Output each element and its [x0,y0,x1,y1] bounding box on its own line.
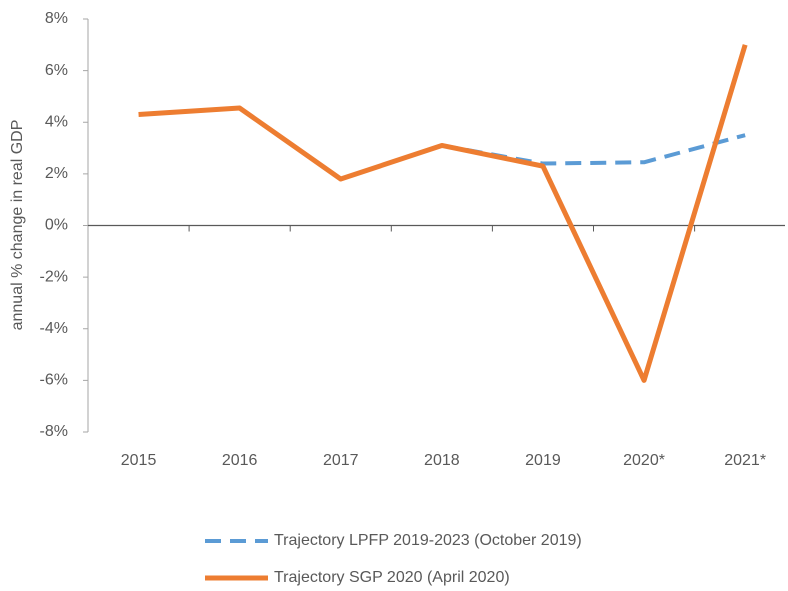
x-tick-label: 2015 [121,452,157,469]
y-tick-label: -6% [40,372,68,389]
y-tick-label: 8% [45,10,68,27]
y-tick-label: 0% [45,217,68,234]
series-line [138,44,748,383]
x-tick-label: 2020* [623,452,665,469]
y-tick-label: -8% [40,423,68,440]
y-tick-label: -4% [40,320,68,337]
x-tick-label: 2019 [525,452,561,469]
y-tick-label: 6% [45,62,68,79]
series-line [441,133,746,166]
x-tick-label: 2016 [222,452,258,469]
x-tick-label: 2018 [424,452,460,469]
legend-label: Trajectory LPFP 2019-2023 (October 2019) [274,532,582,549]
legend-label: Trajectory SGP 2020 (April 2020) [274,569,510,586]
x-tick-label: 2017 [323,452,359,469]
y-tick-label: -2% [40,268,68,285]
x-tick-label: 2021* [724,452,766,469]
y-tick-label: 4% [45,113,68,130]
y-axis-label: annual % change in real GDP [9,120,26,331]
y-tick-label: 2% [45,165,68,182]
